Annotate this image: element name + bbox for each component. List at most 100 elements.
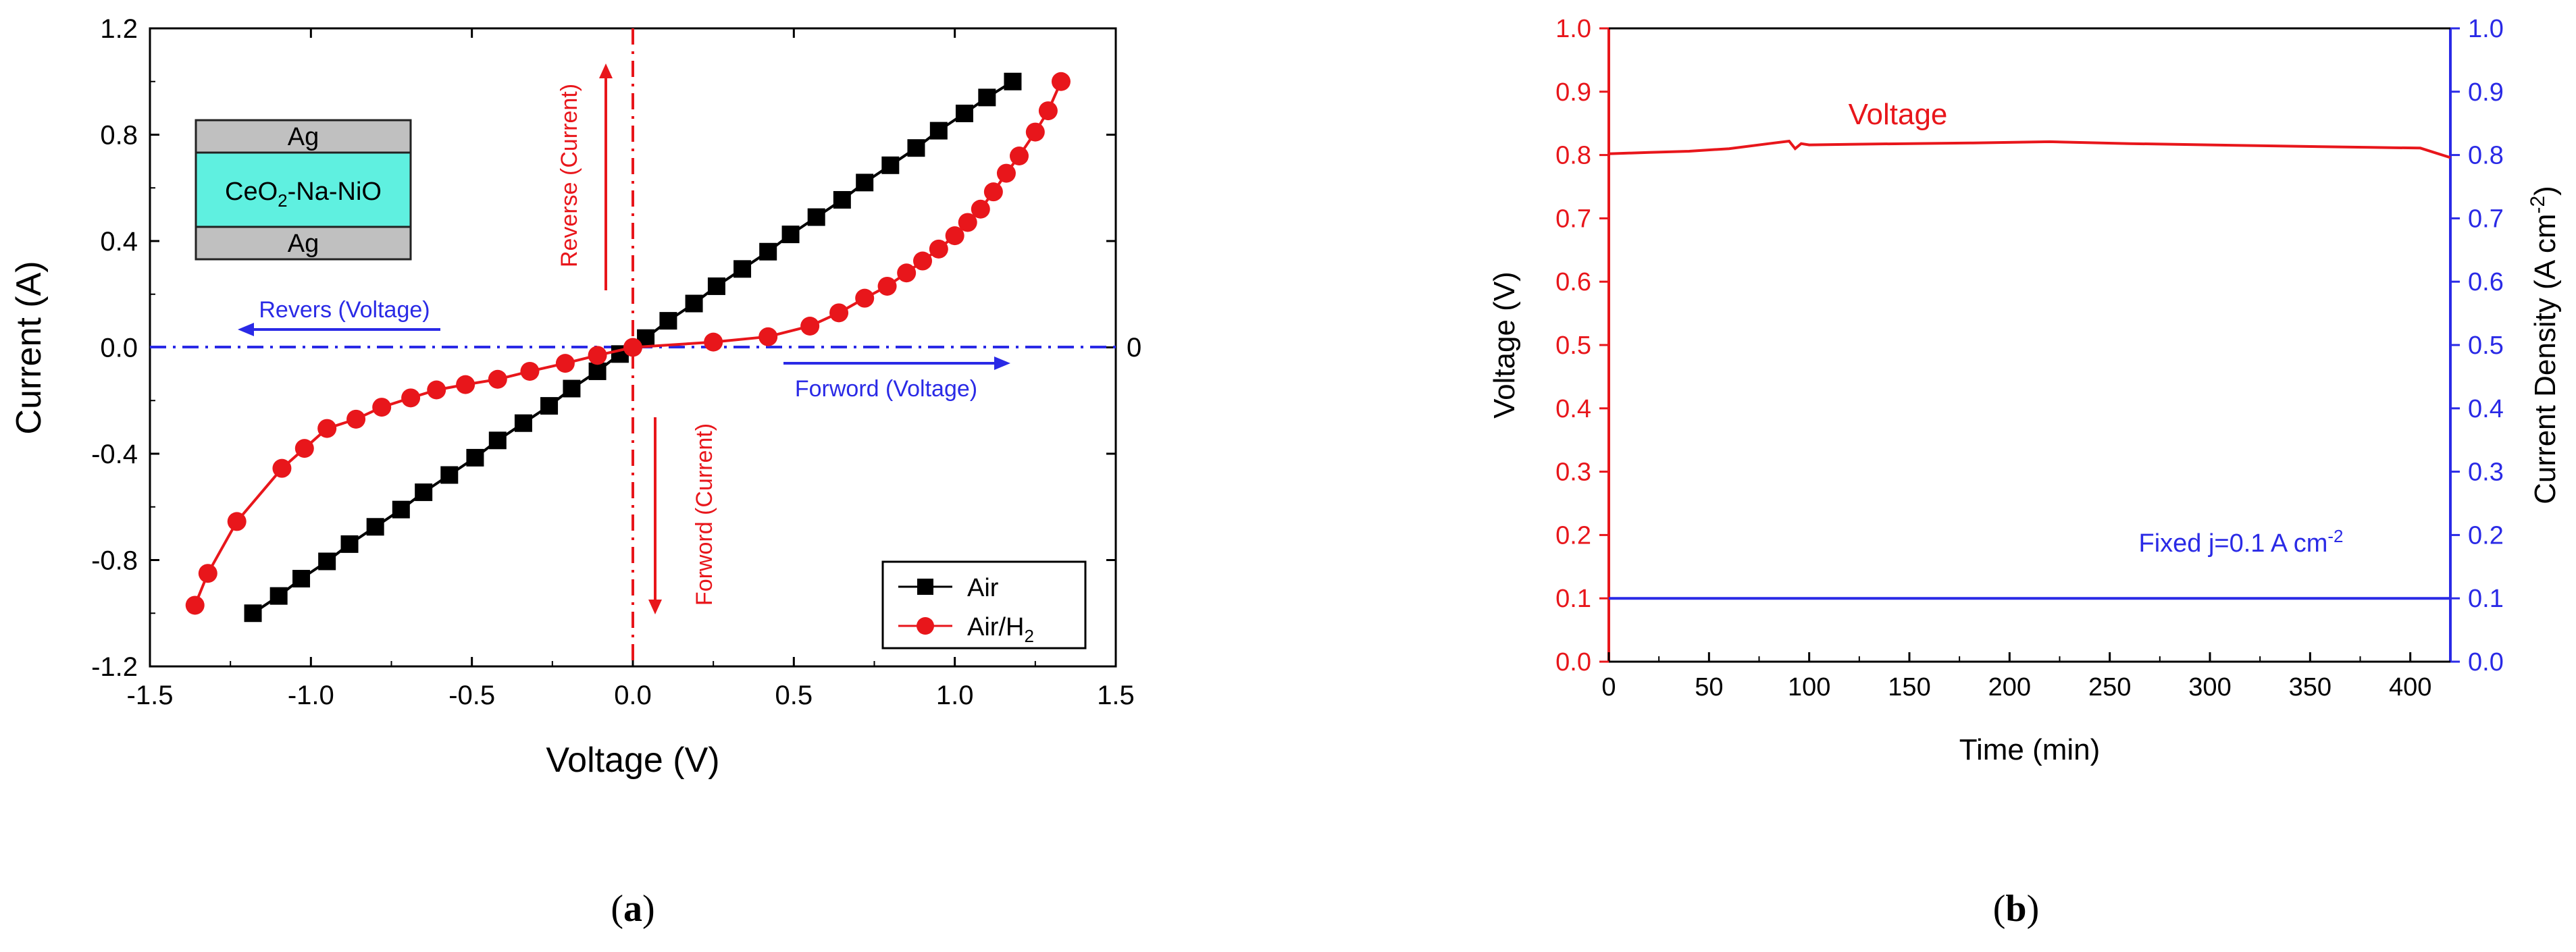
reverse-current-arrow: [599, 63, 613, 290]
data-point: [800, 317, 820, 336]
y-tick-label-b: 0.8: [1555, 142, 1591, 170]
y2-tick-label-b: 0.6: [2468, 268, 2504, 296]
data-point: [881, 156, 900, 174]
caption-b: (b): [1993, 888, 2039, 930]
data-point: [488, 369, 507, 389]
y2-tick-label-b: 0.7: [2468, 205, 2504, 233]
y2-tick-labels-b: 0.0 0.1 0.2 0.3 0.4 0.5 0.6 0.7 0.8 0.9 1.0: [2468, 15, 2504, 677]
data-point: [317, 419, 337, 438]
data-series-b: [1608, 139, 2451, 600]
data-point: [588, 346, 607, 365]
legend-airh2-marker: [917, 617, 934, 635]
data-point: [427, 380, 446, 400]
forward-current-arrow: [648, 417, 662, 614]
x-tick-label-b: 400: [2389, 673, 2431, 702]
forward-current-label: Forword (Current): [692, 423, 717, 606]
data-point: [1025, 122, 1045, 142]
data-point: [346, 409, 366, 429]
y-tick-label-a: -0.8: [91, 546, 138, 576]
x-tick-label-a: 1.0: [936, 681, 974, 710]
data-point: [244, 604, 262, 623]
y-tick-label-b: 1.0: [1555, 15, 1591, 43]
data-point: [520, 361, 540, 381]
data-point: [829, 303, 849, 323]
y-axis-title-b: Voltage (V): [1488, 271, 1521, 419]
data-point: [198, 564, 217, 583]
data-point: [340, 535, 359, 553]
data-point: [781, 226, 800, 244]
inset-ag-top-label: Ag: [288, 123, 319, 151]
data-point: [758, 327, 778, 346]
y2-tick-label-b: 0.8: [2468, 142, 2504, 170]
reverse-current-label: Reverse (Current): [557, 84, 582, 267]
data-point: [978, 88, 996, 107]
x-tick-label-a: 0.0: [614, 681, 652, 710]
y-tick-label-b: 0.2: [1555, 521, 1591, 550]
forward-voltage-label: Forword (Voltage): [795, 376, 977, 402]
legend-box-a: [881, 560, 1087, 650]
y-tick-label-a: 1.2: [100, 14, 138, 44]
data-point: [659, 312, 677, 330]
x-tick-label-a: 1.5: [1097, 681, 1135, 710]
data-point: [269, 587, 288, 605]
data-point: [372, 398, 392, 417]
y2-tick-label-b: 0.1: [2468, 585, 2504, 613]
data-point: [907, 139, 925, 157]
y-tick-labels-a: -1.2 -0.8 -0.4 0.0 0.4 0.8 1.2: [91, 14, 138, 682]
y2-tick-label-b: 0.3: [2468, 458, 2504, 487]
y-tick-label-b: 0.6: [1555, 268, 1591, 296]
x-tick-label-b: 0: [1601, 673, 1616, 702]
data-point: [929, 122, 948, 140]
data-point: [623, 338, 642, 357]
caption-a: (a): [611, 888, 654, 930]
data-point: [588, 362, 607, 380]
inset-electrolyte-layer: [195, 151, 412, 228]
legend-airh2-label: Air/H2: [967, 613, 1034, 646]
y-tick-label-b: 0.1: [1555, 585, 1591, 613]
data-point: [1051, 72, 1071, 91]
y2-tick-label-b: 0.5: [2468, 332, 2504, 360]
data-point: [897, 263, 917, 283]
data-point: [366, 518, 384, 536]
data-point: [1038, 101, 1058, 121]
series-air-h2: [185, 72, 1071, 615]
data-point: [440, 466, 459, 484]
data-point: [685, 294, 703, 313]
inset-electrolyte-label: CeO2-Na-NiO: [225, 178, 382, 211]
data-point: [563, 379, 581, 398]
y-tick-label-b: 0.3: [1555, 458, 1591, 487]
inset-ag-bottom-label: Ag: [288, 230, 319, 258]
x-tick-labels-b: 0 50 100 150 200 250 300 350 400: [1601, 673, 2431, 702]
tick-marks-a: [149, 27, 1117, 668]
x-tick-label-a: -1.0: [288, 681, 334, 710]
data-point: [958, 213, 977, 232]
x-tick-label-b: 50: [1695, 673, 1723, 702]
series-line: [193, 80, 1062, 606]
y-tick-label-a: 0.8: [100, 121, 138, 151]
data-point: [294, 439, 314, 458]
x-tick-label-a: -1.5: [127, 681, 174, 710]
x-axis-title-b: Time (min): [1959, 733, 2101, 766]
data-point: [877, 276, 897, 296]
data-point: [185, 596, 205, 615]
voltage-series-line: [1608, 139, 2451, 159]
data-point: [707, 277, 725, 295]
data-point: [514, 414, 532, 432]
data-point: [292, 570, 311, 588]
data-point: [415, 483, 433, 502]
data-point: [929, 239, 948, 259]
legend-air-marker: [917, 579, 933, 595]
y2-tick-label-b: 1.0: [2468, 15, 2504, 43]
data-point: [1010, 147, 1029, 165]
y-tick-label-a: -1.2: [91, 652, 138, 682]
x-tick-label-b: 250: [2088, 673, 2131, 702]
x-tick-label-b: 100: [1788, 673, 1830, 702]
data-point: [983, 182, 1003, 202]
y-tick-labels-b: 0.0 0.1 0.2 0.3 0.4 0.5 0.6 0.7 0.8 0.9 1.0: [1555, 15, 1591, 677]
data-point: [555, 354, 575, 373]
y-tick-label-b: 0.4: [1555, 395, 1591, 423]
data-point: [945, 226, 964, 246]
data-point: [227, 512, 247, 531]
y-tick-label-b: 0.7: [1555, 205, 1591, 233]
